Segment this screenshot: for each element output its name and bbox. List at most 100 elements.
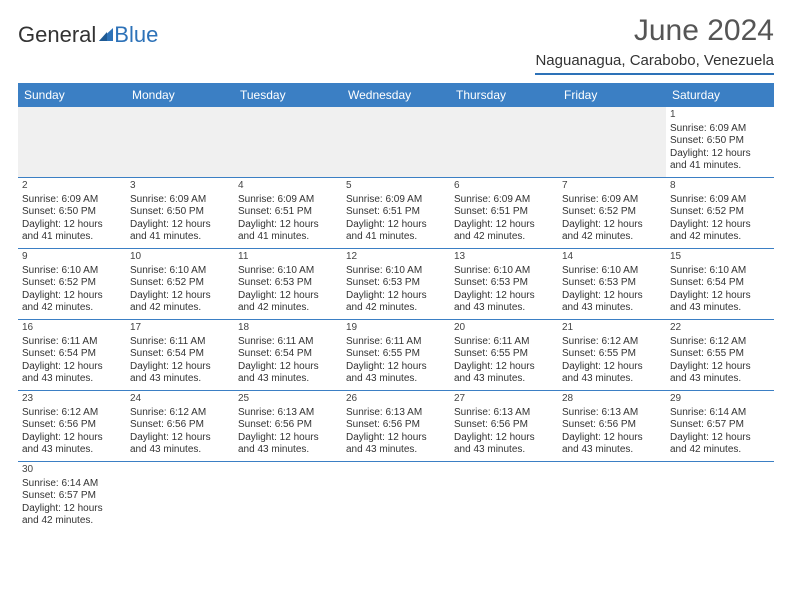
- day-number: 26: [346, 393, 446, 406]
- cell-line: Sunset: 6:56 PM: [562, 419, 662, 432]
- cell-line: Sunset: 6:52 PM: [130, 277, 230, 290]
- week-row: 16Sunrise: 6:11 AMSunset: 6:54 PMDayligh…: [18, 320, 774, 391]
- cell-line: Sunset: 6:52 PM: [562, 206, 662, 219]
- day-number: 22: [670, 322, 770, 335]
- cell-line: and 43 minutes.: [130, 444, 230, 457]
- cell-line: and 43 minutes.: [454, 373, 554, 386]
- cell-line: Daylight: 12 hours: [454, 219, 554, 232]
- calendar-cell: 2Sunrise: 6:09 AMSunset: 6:50 PMDaylight…: [18, 178, 126, 248]
- day-number: 17: [130, 322, 230, 335]
- cell-line: Sunrise: 6:09 AM: [130, 194, 230, 207]
- cell-line: and 43 minutes.: [670, 302, 770, 315]
- cell-line: and 43 minutes.: [238, 444, 338, 457]
- weeks-container: 1Sunrise: 6:09 AMSunset: 6:50 PMDaylight…: [18, 107, 774, 532]
- location: Naguanagua, Carabobo, Venezuela: [535, 52, 774, 75]
- cell-line: Daylight: 12 hours: [22, 219, 122, 232]
- cell-line: Sunrise: 6:10 AM: [22, 265, 122, 278]
- cell-line: and 43 minutes.: [670, 373, 770, 386]
- cell-line: Sunrise: 6:11 AM: [22, 336, 122, 349]
- cell-line: and 42 minutes.: [454, 231, 554, 244]
- cell-line: and 42 minutes.: [130, 302, 230, 315]
- calendar-cell: [558, 107, 666, 177]
- cell-line: Sunset: 6:55 PM: [562, 348, 662, 361]
- day-header: Wednesday: [342, 83, 450, 107]
- calendar-cell: 10Sunrise: 6:10 AMSunset: 6:52 PMDayligh…: [126, 249, 234, 319]
- cell-line: Sunrise: 6:09 AM: [562, 194, 662, 207]
- day-number: 5: [346, 180, 446, 193]
- cell-line: Sunrise: 6:10 AM: [562, 265, 662, 278]
- cell-line: Sunset: 6:54 PM: [670, 277, 770, 290]
- day-number: 7: [562, 180, 662, 193]
- day-number: 8: [670, 180, 770, 193]
- day-header-row: SundayMondayTuesdayWednesdayThursdayFrid…: [18, 83, 774, 107]
- cell-line: Daylight: 12 hours: [670, 432, 770, 445]
- cell-line: Daylight: 12 hours: [238, 219, 338, 232]
- calendar-cell: 29Sunrise: 6:14 AMSunset: 6:57 PMDayligh…: [666, 391, 774, 461]
- cell-line: and 43 minutes.: [130, 373, 230, 386]
- cell-line: and 41 minutes.: [670, 160, 770, 173]
- cell-line: Sunset: 6:56 PM: [346, 419, 446, 432]
- cell-line: Daylight: 12 hours: [346, 219, 446, 232]
- calendar-cell: [342, 462, 450, 532]
- cell-line: Sunrise: 6:12 AM: [22, 407, 122, 420]
- cell-line: and 43 minutes.: [454, 444, 554, 457]
- cell-line: Sunrise: 6:10 AM: [130, 265, 230, 278]
- cell-line: Daylight: 12 hours: [670, 148, 770, 161]
- cell-line: Sunset: 6:53 PM: [238, 277, 338, 290]
- cell-line: and 42 minutes.: [562, 231, 662, 244]
- cell-line: Sunrise: 6:10 AM: [238, 265, 338, 278]
- calendar-cell: [126, 107, 234, 177]
- day-number: 18: [238, 322, 338, 335]
- calendar-cell: [666, 462, 774, 532]
- day-header: Sunday: [18, 83, 126, 107]
- title-block: June 2024 Naguanagua, Carabobo, Venezuel…: [535, 14, 774, 75]
- cell-line: Daylight: 12 hours: [454, 361, 554, 374]
- day-number: 15: [670, 251, 770, 264]
- day-number: 4: [238, 180, 338, 193]
- cell-line: Daylight: 12 hours: [130, 290, 230, 303]
- cell-line: Sunrise: 6:14 AM: [22, 478, 122, 491]
- cell-line: Sunset: 6:51 PM: [238, 206, 338, 219]
- cell-line: Daylight: 12 hours: [130, 361, 230, 374]
- month-title: June 2024: [535, 14, 774, 48]
- calendar-cell: 23Sunrise: 6:12 AMSunset: 6:56 PMDayligh…: [18, 391, 126, 461]
- cell-line: Sunrise: 6:13 AM: [454, 407, 554, 420]
- cell-line: Sunset: 6:50 PM: [130, 206, 230, 219]
- cell-line: Sunset: 6:50 PM: [670, 135, 770, 148]
- cell-line: Sunrise: 6:09 AM: [454, 194, 554, 207]
- cell-line: Sunset: 6:57 PM: [22, 490, 122, 503]
- day-number: 3: [130, 180, 230, 193]
- day-number: 13: [454, 251, 554, 264]
- day-number: 19: [346, 322, 446, 335]
- day-number: 6: [454, 180, 554, 193]
- day-number: 9: [22, 251, 122, 264]
- day-number: 16: [22, 322, 122, 335]
- calendar-cell: 28Sunrise: 6:13 AMSunset: 6:56 PMDayligh…: [558, 391, 666, 461]
- cell-line: Sunset: 6:56 PM: [130, 419, 230, 432]
- cell-line: Sunset: 6:54 PM: [130, 348, 230, 361]
- logo: General Blue: [18, 22, 158, 48]
- calendar-cell: 30Sunrise: 6:14 AMSunset: 6:57 PMDayligh…: [18, 462, 126, 532]
- cell-line: Sunrise: 6:13 AM: [346, 407, 446, 420]
- day-number: 30: [22, 464, 122, 477]
- header: General Blue June 2024 Naguanagua, Carab…: [18, 14, 774, 75]
- cell-line: Daylight: 12 hours: [346, 361, 446, 374]
- day-number: 1: [670, 109, 770, 122]
- cell-line: Sunset: 6:53 PM: [346, 277, 446, 290]
- cell-line: Daylight: 12 hours: [670, 290, 770, 303]
- week-row: 2Sunrise: 6:09 AMSunset: 6:50 PMDaylight…: [18, 178, 774, 249]
- cell-line: and 43 minutes.: [562, 373, 662, 386]
- cell-line: and 42 minutes.: [670, 444, 770, 457]
- calendar-cell: 6Sunrise: 6:09 AMSunset: 6:51 PMDaylight…: [450, 178, 558, 248]
- calendar-cell: 26Sunrise: 6:13 AMSunset: 6:56 PMDayligh…: [342, 391, 450, 461]
- calendar-cell: [342, 107, 450, 177]
- week-row: 30Sunrise: 6:14 AMSunset: 6:57 PMDayligh…: [18, 462, 774, 532]
- cell-line: Daylight: 12 hours: [562, 432, 662, 445]
- calendar-cell: 7Sunrise: 6:09 AMSunset: 6:52 PMDaylight…: [558, 178, 666, 248]
- calendar-cell: 20Sunrise: 6:11 AMSunset: 6:55 PMDayligh…: [450, 320, 558, 390]
- cell-line: Sunset: 6:50 PM: [22, 206, 122, 219]
- cell-line: Sunrise: 6:12 AM: [670, 336, 770, 349]
- day-number: 25: [238, 393, 338, 406]
- cell-line: Sunset: 6:56 PM: [238, 419, 338, 432]
- cell-line: Sunrise: 6:13 AM: [562, 407, 662, 420]
